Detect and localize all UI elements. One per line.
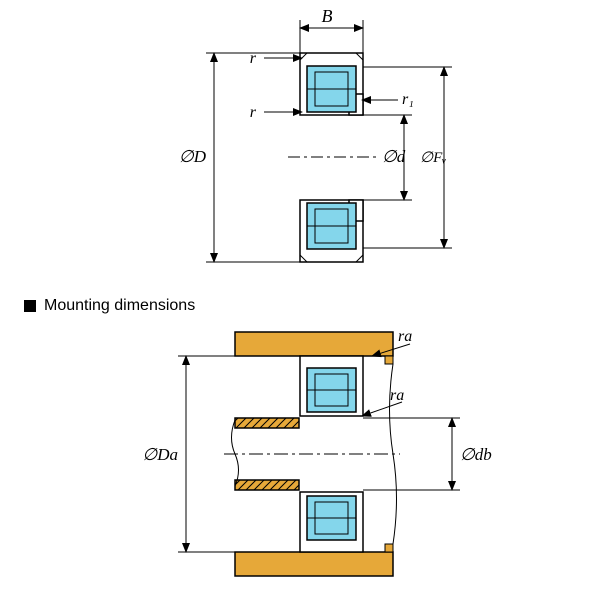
- housing-bottom: [235, 552, 393, 576]
- label-phid: ∅d: [382, 147, 406, 166]
- bottom-mounting-diagram: ra ra ∅Da ∅db: [0, 320, 600, 600]
- housing-top: [235, 332, 393, 356]
- label-r1: r₁: [402, 91, 414, 108]
- section-title: Mounting dimensions: [24, 297, 195, 315]
- label-ra-top: ra: [398, 328, 412, 345]
- label-phiFw: ∅Fᵥ: [420, 150, 446, 166]
- label-phiDa: ∅Da: [142, 445, 178, 464]
- top-bearing-diagram: B r r r₁ ∅D ∅d ∅Fᵥ: [0, 0, 600, 290]
- square-bullet-icon: [24, 300, 36, 312]
- label-ra-mid: ra: [390, 387, 404, 404]
- label-r-mid: r: [250, 104, 257, 121]
- label-B: B: [322, 6, 333, 26]
- section-title-text: Mounting dimensions: [44, 297, 195, 315]
- label-phidb: ∅db: [460, 445, 492, 464]
- label-phiD: ∅D: [179, 147, 207, 166]
